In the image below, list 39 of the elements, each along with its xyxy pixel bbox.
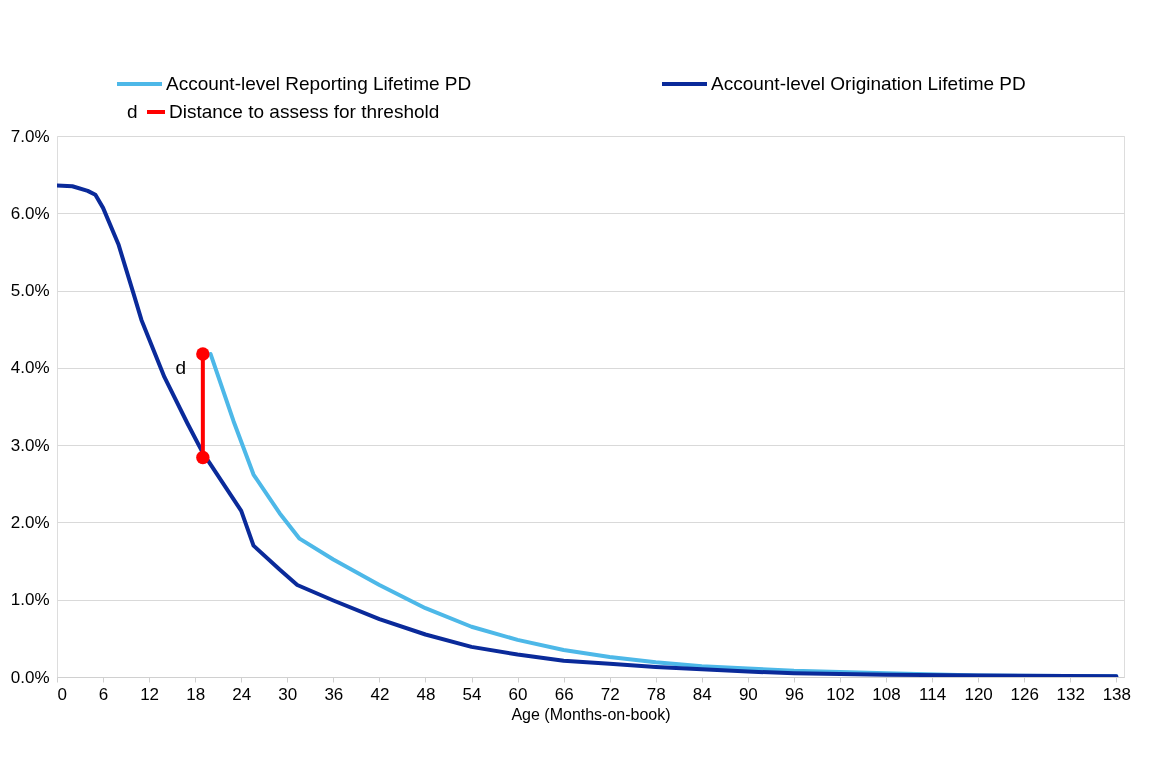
x-tick-label: 102 — [826, 684, 855, 704]
y-tick-label: 7.0% — [10, 126, 50, 146]
x-tick-label: 24 — [232, 684, 252, 704]
y-tick-label: 2.0% — [10, 512, 50, 532]
x-tick-label: 6 — [98, 684, 109, 704]
x-tick-label: 54 — [462, 684, 482, 704]
y-tick-label: 3.0% — [10, 435, 50, 455]
x-tick-label: 114 — [919, 684, 947, 704]
x-tick-label: 138 — [1102, 684, 1132, 704]
x-tick-label: 84 — [692, 684, 712, 704]
annotation: d — [175, 356, 187, 378]
x-tick-label: 60 — [508, 684, 528, 704]
y-tick-label: 1.0% — [10, 590, 50, 610]
x-tick-label: 78 — [646, 684, 666, 704]
y-tick-label: 6.0% — [10, 203, 50, 223]
x-tick-label: 0 — [57, 684, 67, 704]
legend-label: Distance to assess for threshold — [169, 101, 440, 122]
y-tick-label: 4.0% — [10, 358, 50, 378]
legend-label: Account-level Reporting Lifetime PD — [166, 73, 472, 94]
x-tick-label: 90 — [738, 684, 758, 704]
x-tick-label: 42 — [370, 684, 390, 704]
x-tick-label: 36 — [324, 684, 344, 704]
x-tick-label: 72 — [600, 684, 620, 704]
x-tick-label: 96 — [784, 684, 804, 704]
y-tick-label: 0.0% — [10, 667, 50, 687]
x-tick-label: 18 — [186, 684, 206, 704]
x-tick-label: 66 — [554, 684, 574, 704]
x-tick-label: 120 — [964, 684, 993, 704]
line-series — [57, 183, 1119, 677]
y-tick-label: 5.0% — [10, 281, 50, 301]
x-tick-label: 108 — [872, 684, 901, 704]
x-tick-label: 48 — [416, 684, 436, 704]
x-axis-title: Age (Months-on-book) — [511, 705, 671, 723]
x-tick-label: 126 — [1010, 684, 1039, 704]
legend-label: Account-level Origination Lifetime PD — [711, 73, 1026, 94]
x-tick-label: 132 — [1056, 684, 1085, 704]
x-tick-label: 30 — [278, 684, 298, 704]
x-tick-label: 12 — [140, 684, 160, 704]
text: d — [127, 101, 138, 122]
